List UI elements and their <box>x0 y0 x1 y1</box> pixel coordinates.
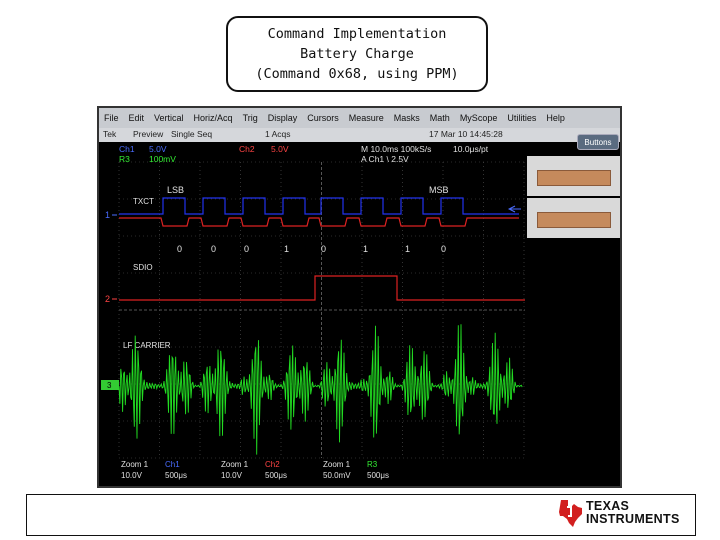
side-control-1[interactable] <box>527 156 620 196</box>
sdio-waveform <box>119 275 525 301</box>
ch2-scale: 5.0V <box>271 144 289 154</box>
timebase-readout: M 10.0ms 100kS/s <box>361 144 431 154</box>
side-control-2-slot[interactable] <box>537 212 611 228</box>
datetime-label: 17 Mar 10 14:45:28 <box>429 129 503 139</box>
txct-low-waveform <box>119 217 519 227</box>
side-control-1-slot[interactable] <box>537 170 611 186</box>
menu-myscope[interactable]: MyScope <box>459 113 498 123</box>
trigger-readout: A Ch1 \ 2.5V <box>361 154 409 164</box>
txct-waveform <box>119 197 519 215</box>
r3-ground-marker: 3 <box>107 381 112 390</box>
zoom1-channel: Ch1 <box>165 460 180 469</box>
title-line-3: (Command 0x68, using PPM) <box>255 66 459 82</box>
ch1-label: Ch1 <box>119 144 135 154</box>
zoom3-scale: 50.0mV <box>323 471 351 480</box>
acqs-label: 1 Acqs <box>265 129 291 139</box>
trigger-level-arrow-icon <box>507 205 521 213</box>
menu-horiz-acq[interactable]: Horiz/Acq <box>193 113 233 123</box>
oscilloscope-screenshot: File Edit Vertical Horiz/Acq Trig Displa… <box>97 106 622 488</box>
texas-state-icon <box>559 500 582 527</box>
r3-scale: 100mV <box>149 154 176 164</box>
waveform-display: Ch1 5.0V Ch2 5.0V R3 100mV M 10.0ms 100k… <box>101 144 525 480</box>
ch2-label: Ch2 <box>239 144 255 154</box>
menu-cursors[interactable]: Cursors <box>307 113 339 123</box>
msb-label: MSB <box>429 185 449 195</box>
zoom2-label: Zoom 1 <box>221 460 249 469</box>
footer-box <box>26 494 696 536</box>
bit-label: 1 <box>284 244 289 254</box>
zoom1-div: 500μs <box>165 471 187 480</box>
slide-title-box: Command Implementation Battery Charge (C… <box>226 16 488 92</box>
menu-vertical[interactable]: Vertical <box>154 113 184 123</box>
menu-file[interactable]: File <box>104 113 119 123</box>
lsb-label: LSB <box>167 185 184 195</box>
bit-label: 1 <box>405 244 410 254</box>
zoom2-channel: Ch2 <box>265 460 280 469</box>
buttons-button[interactable]: Buttons <box>577 134 619 150</box>
bit-label: 0 <box>177 244 182 254</box>
bit-values: 0 0 0 1 0 1 1 0 <box>177 244 446 254</box>
zoom1-scale: 10.0V <box>121 471 143 480</box>
seq-label: Single Seq <box>171 129 213 139</box>
zoom3-div: 500μs <box>367 471 389 480</box>
brand-label: Tek <box>103 129 117 139</box>
ti-logo: TEXAS INSTRUMENTS <box>558 498 688 530</box>
bit-label: 0 <box>211 244 216 254</box>
scope-menu-bar: File Edit Vertical Horiz/Acq Trig Displa… <box>99 108 620 128</box>
menu-display[interactable]: Display <box>267 113 298 123</box>
menu-utilities[interactable]: Utilities <box>507 113 537 123</box>
title-line-1: Command Implementation <box>267 26 447 42</box>
r3-ground-marker-tag[interactable] <box>101 380 119 390</box>
txct-label: TXCT <box>133 197 154 206</box>
zoom3-channel: R3 <box>367 460 378 469</box>
zoom2-scale: 10.0V <box>221 471 243 480</box>
side-control-2[interactable] <box>527 198 620 238</box>
bit-label: 0 <box>321 244 326 254</box>
lf-carrier-waveform <box>118 324 523 455</box>
menu-measure[interactable]: Measure <box>348 113 384 123</box>
ch1-scale: 5.0V <box>149 144 167 154</box>
zoom1-label: Zoom 1 <box>121 460 149 469</box>
ti-line-1: TEXAS <box>586 499 630 513</box>
ch1-ground-marker[interactable]: 1 <box>105 210 110 220</box>
graticule <box>118 161 525 459</box>
ti-line-2: INSTRUMENTS <box>586 512 680 526</box>
bit-label: 0 <box>244 244 249 254</box>
points-readout: 10.0μs/pt <box>453 144 489 154</box>
sdio-label: SDIO <box>133 263 153 272</box>
ch2-ground-marker[interactable]: 2 <box>105 294 110 304</box>
menu-math[interactable]: Math <box>429 113 450 123</box>
mode-label: Preview <box>133 129 164 139</box>
bit-label: 1 <box>363 244 368 254</box>
zoom2-div: 500μs <box>265 471 287 480</box>
bit-label: 0 <box>441 244 446 254</box>
title-line-2: Battery Charge <box>300 46 414 62</box>
bottom-readouts: Zoom 1 10.0V Ch1 500μs Zoom 1 10.0V Ch2 … <box>121 460 389 480</box>
scope-status-bar: Tek Preview Single Seq 1 Acqs 17 Mar 10 … <box>99 128 620 142</box>
menu-masks[interactable]: Masks <box>393 113 420 123</box>
lf-carrier-label: LF CARRIER <box>123 341 171 350</box>
menu-edit[interactable]: Edit <box>128 113 145 123</box>
menu-trig[interactable]: Trig <box>242 113 258 123</box>
menu-help[interactable]: Help <box>546 113 565 123</box>
ti-wordmark: TEXAS INSTRUMENTS <box>586 500 680 526</box>
zoom3-label: Zoom 1 <box>323 460 351 469</box>
r3-label: R3 <box>119 154 130 164</box>
